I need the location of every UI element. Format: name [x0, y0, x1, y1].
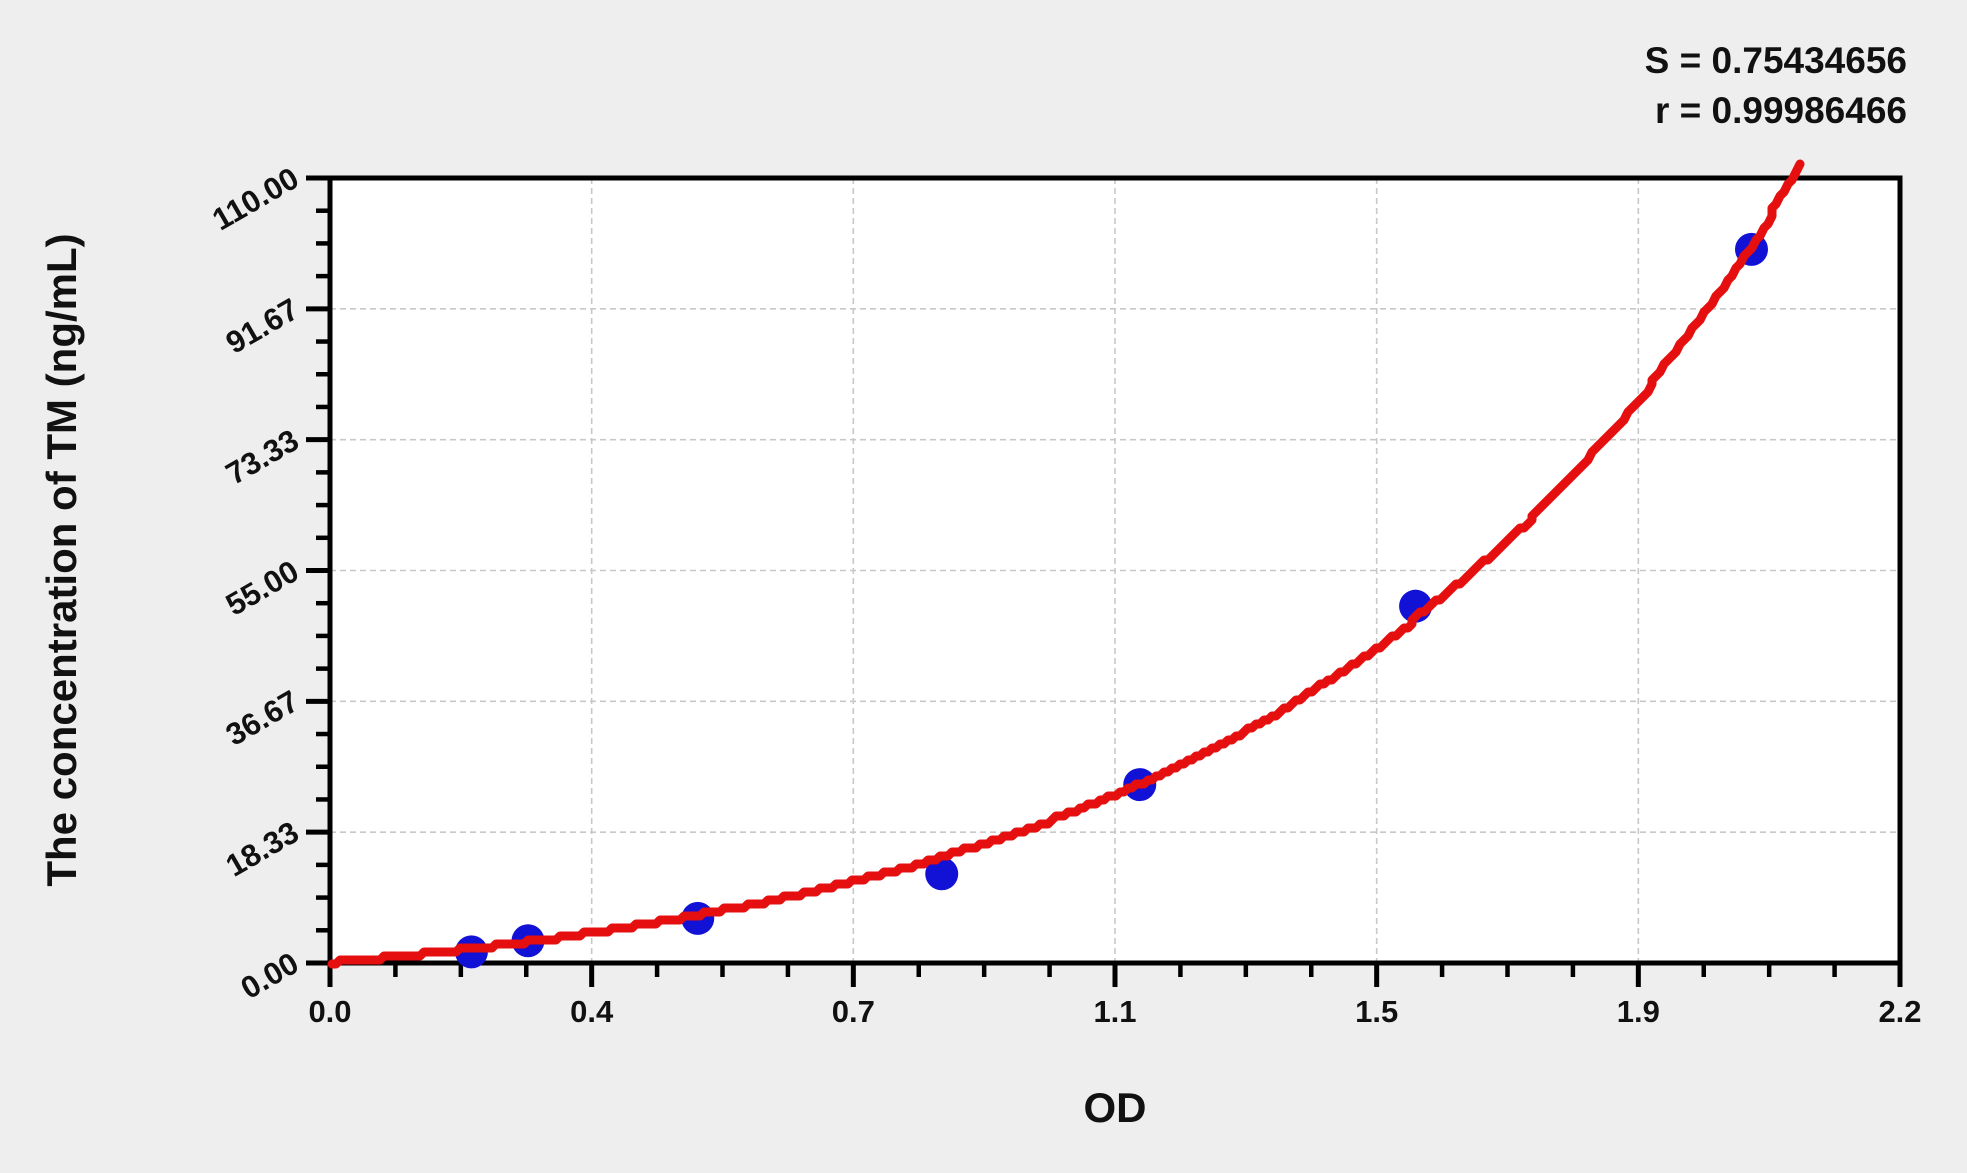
x-tick-label: 0.7: [831, 994, 875, 1029]
x-tick-label: 2.2: [1878, 994, 1922, 1029]
x-axis-title: OD: [1083, 1084, 1147, 1131]
data-point: [925, 857, 959, 891]
x-tick-label: 0.4: [570, 994, 614, 1029]
x-tick-label: 1.5: [1355, 994, 1399, 1029]
fit-curve: [327, 159, 1805, 969]
x-tick-label: 0.0: [308, 994, 352, 1029]
fit-statistic-s: S = 0.75434656: [1644, 40, 1907, 81]
fit-statistics: S = 0.75434656 r = 0.99986466: [1645, 36, 1907, 136]
fit-statistic-r: r = 0.99986466: [1654, 90, 1907, 131]
x-tick-label: 1.9: [1616, 994, 1660, 1029]
x-tick-label: 1.1: [1093, 994, 1137, 1029]
